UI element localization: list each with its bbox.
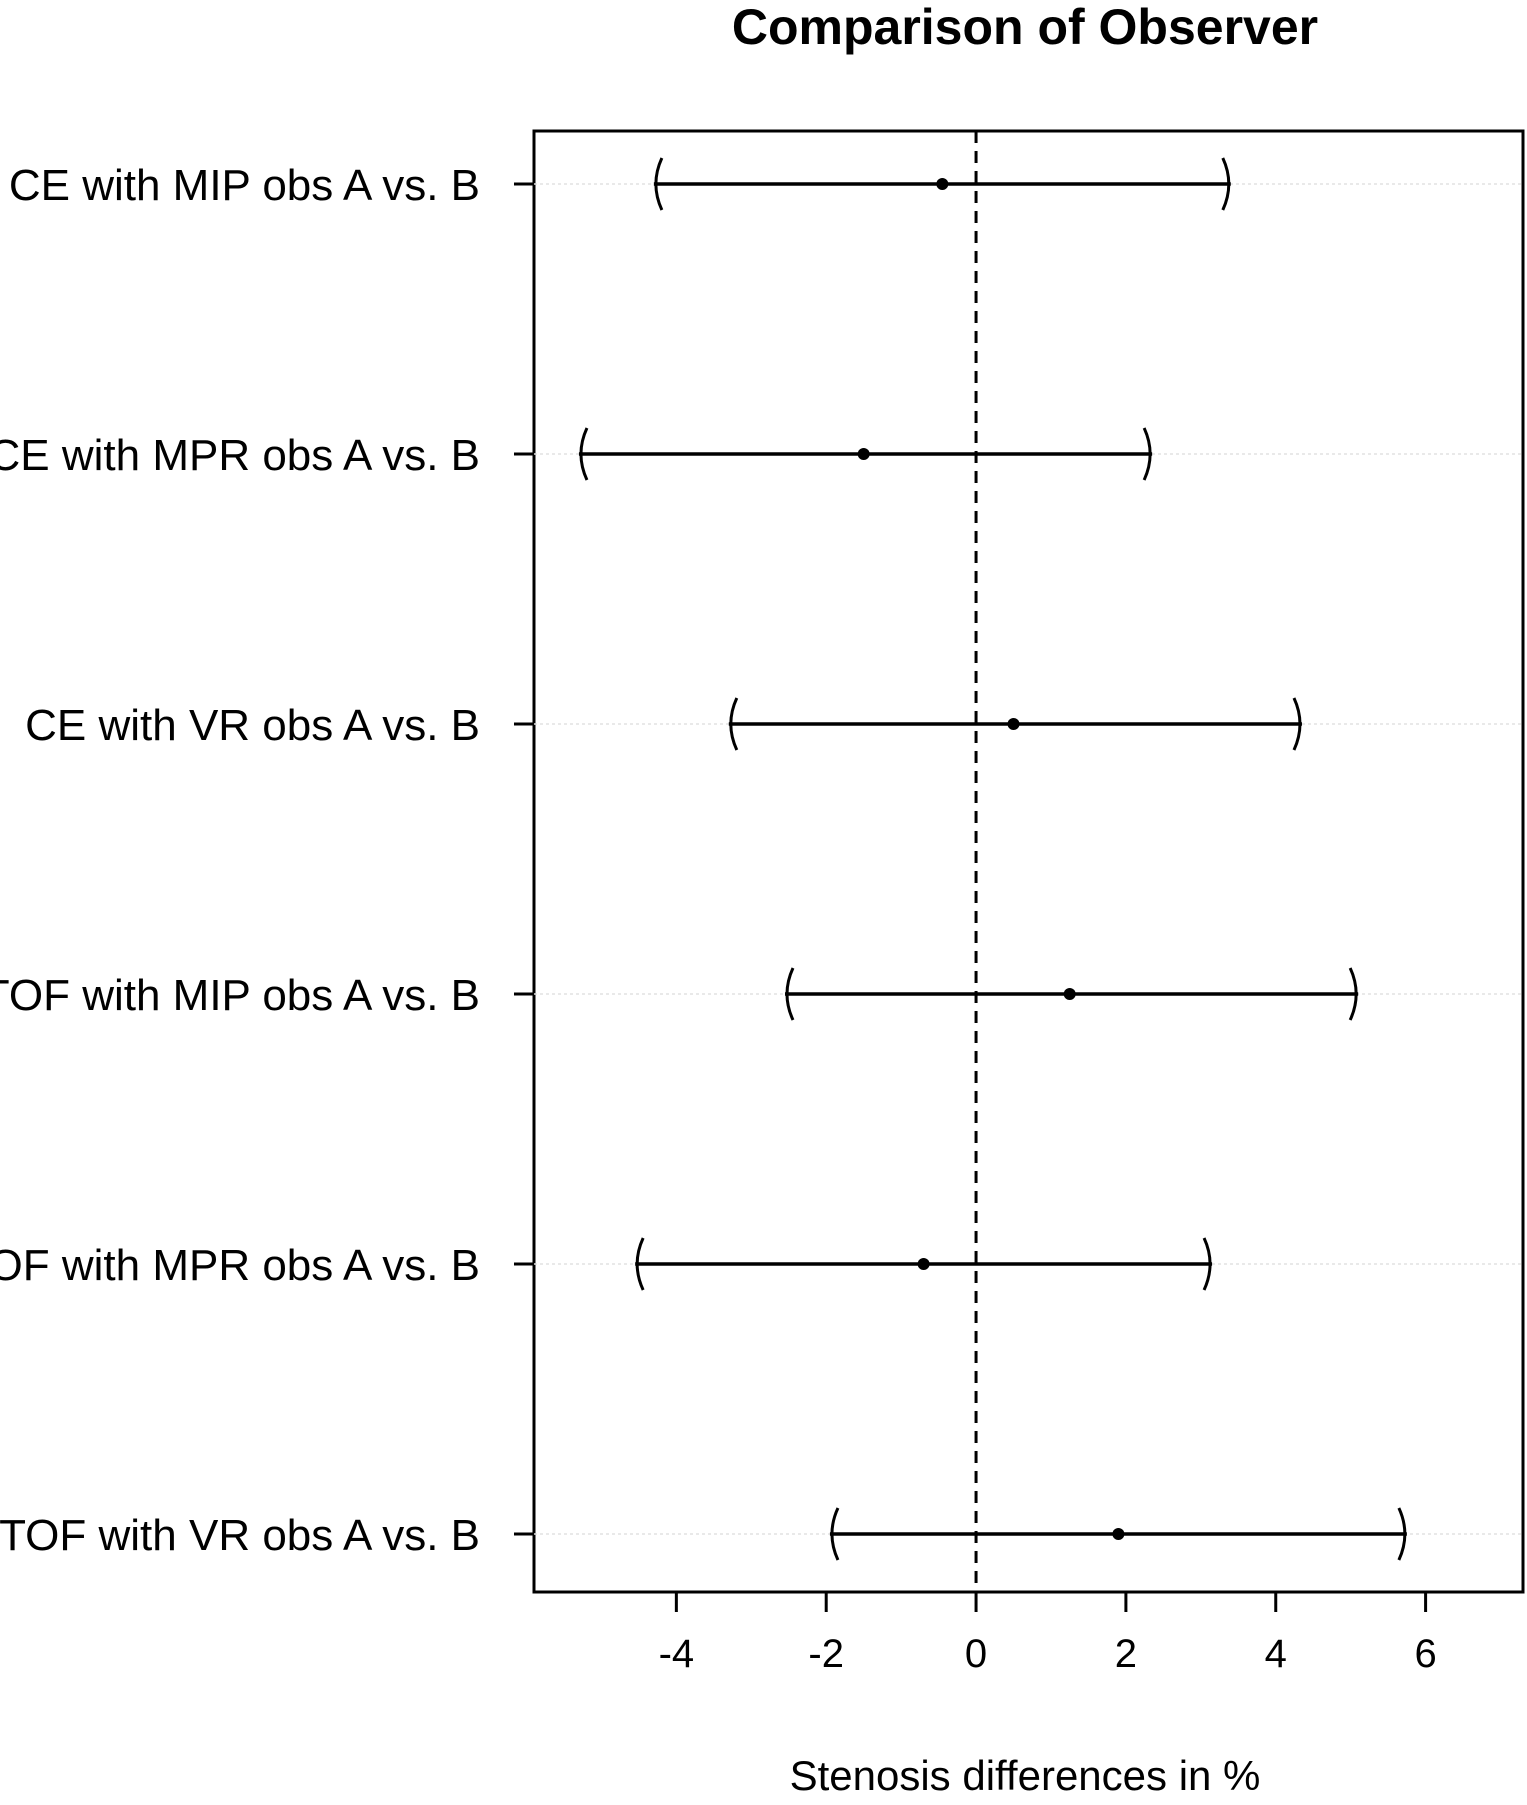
ci-upper-bracket	[1221, 157, 1231, 211]
point-estimate	[857, 448, 870, 460]
ci-upper-bracket	[1348, 967, 1358, 1021]
x-tick-label: 6	[1414, 1632, 1436, 1676]
row-1: CE with MIP obs A vs. B	[9, 157, 1231, 211]
row-label: CE with VR obs A vs. B	[25, 701, 480, 750]
ci-lower-bracket	[830, 1507, 840, 1561]
row-label: TOF with MIP obs A vs. B	[0, 971, 480, 1020]
grid-lines	[534, 183, 1523, 1535]
row-2: CE with MPR obs A vs. B	[0, 427, 1153, 481]
point-estimate	[1063, 988, 1076, 1000]
x-tick-label: -2	[808, 1632, 844, 1676]
point-estimate	[917, 1258, 930, 1270]
row-label: TOF with MPR obs A vs. B	[0, 1241, 480, 1290]
ci-lower-bracket	[729, 697, 739, 751]
row-label: CE with MPR obs A vs. B	[0, 431, 480, 480]
row-3: CE with VR obs A vs. B	[25, 697, 1302, 751]
ci-upper-bracket	[1292, 697, 1302, 751]
row-6: TOF with VR obs A vs. B	[0, 1507, 1407, 1561]
x-tick-label: -4	[659, 1632, 695, 1676]
ci-lower-bracket	[635, 1237, 645, 1291]
chart-title: Comparison of Observer	[732, 0, 1318, 55]
ci-lower-bracket	[579, 427, 589, 481]
row-4: TOF with MIP obs A vs. B	[0, 967, 1359, 1021]
plot-frame	[532, 129, 1525, 1594]
x-tick-label: 4	[1265, 1632, 1287, 1676]
x-tick-label: 0	[965, 1632, 987, 1676]
ci-upper-bracket	[1142, 427, 1152, 481]
ci-lower-bracket	[785, 967, 795, 1021]
row-5: TOF with MPR obs A vs. B	[0, 1237, 1213, 1291]
point-estimate	[1112, 1528, 1125, 1540]
x-axis: -4 -2 0 2 4 6	[659, 1590, 1437, 1676]
rows-group: CE with MIP obs A vs. B CE with MPR obs A…	[0, 157, 1407, 1561]
point-estimate	[1007, 718, 1020, 730]
row-label: CE with MIP obs A vs. B	[9, 161, 480, 210]
x-axis-label: Stenosis differences in %	[790, 1752, 1261, 1799]
ci-lower-bracket	[654, 157, 664, 211]
row-label: TOF with VR obs A vs. B	[0, 1511, 480, 1560]
ci-upper-bracket	[1397, 1507, 1407, 1561]
point-estimate	[936, 178, 949, 190]
x-tick-label: 2	[1115, 1632, 1137, 1676]
ci-upper-bracket	[1202, 1237, 1212, 1291]
